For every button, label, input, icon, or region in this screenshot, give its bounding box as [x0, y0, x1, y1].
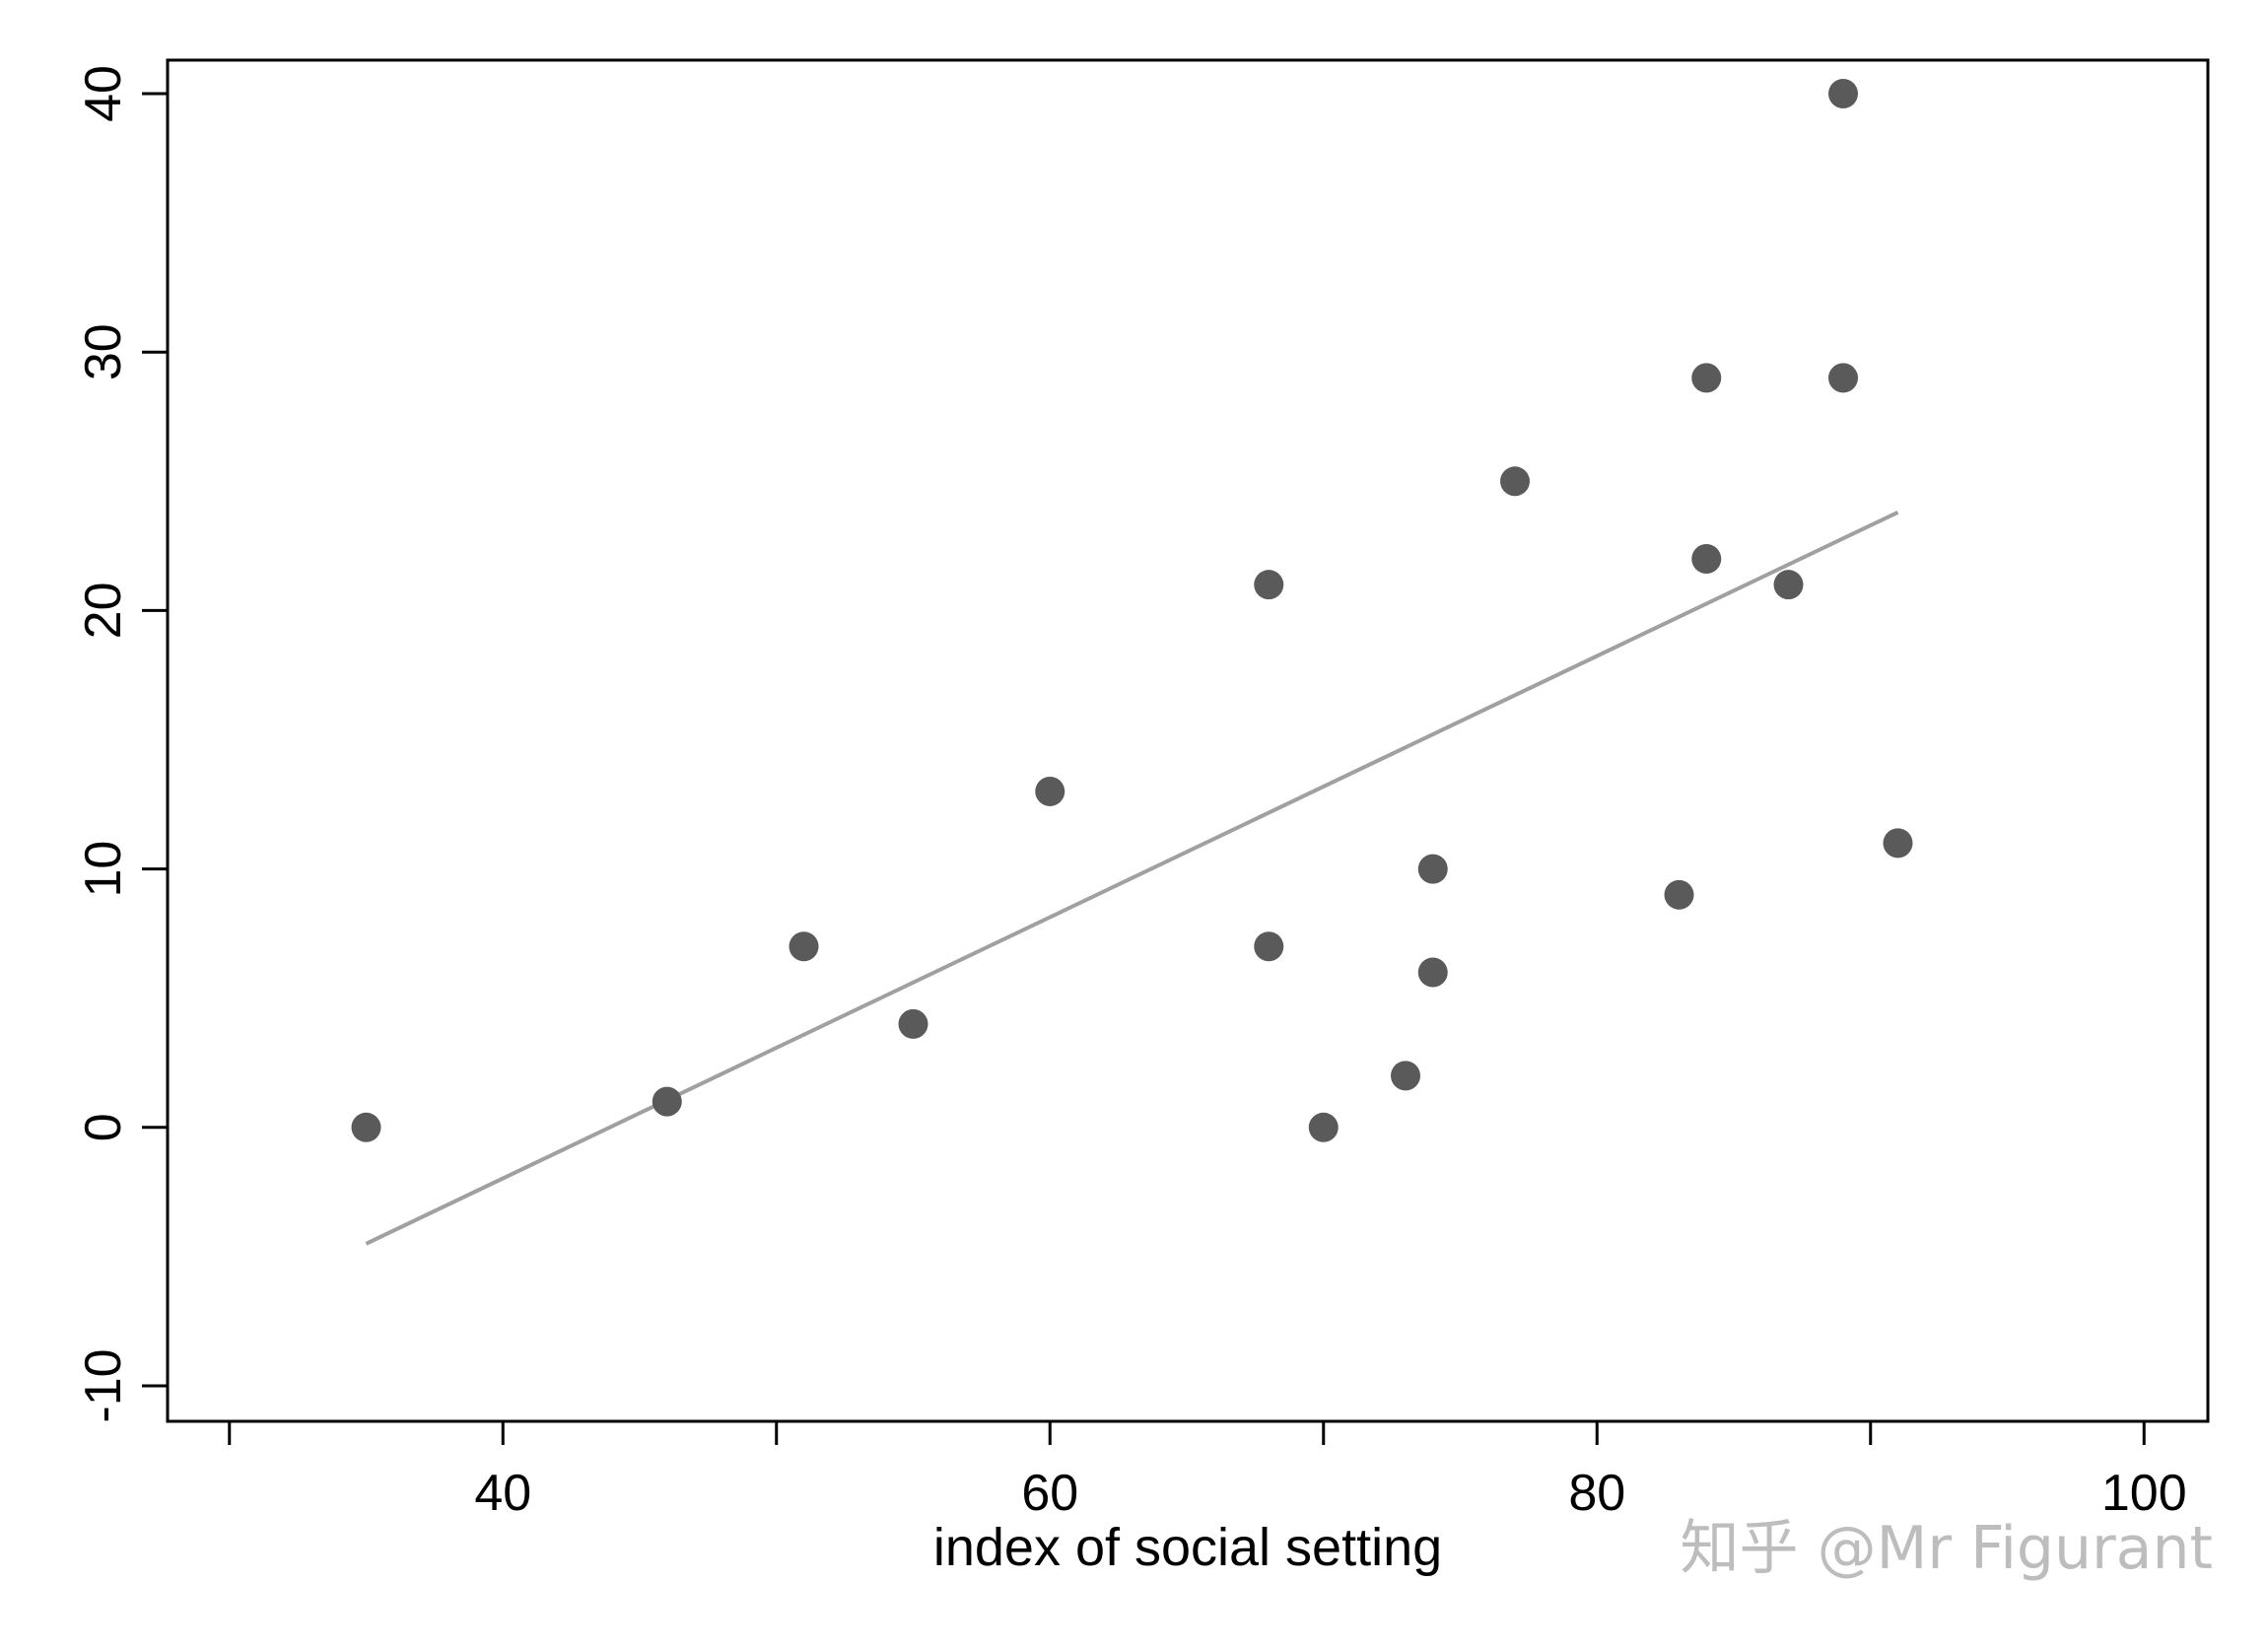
fit-line-layer [365, 510, 1899, 1246]
x-axis: 40 60 80 100 [228, 1421, 2187, 1522]
y-tick-label: -10 [75, 1348, 132, 1422]
x-axis-title: index of social setting [933, 1518, 1442, 1577]
x-tick-label: 40 [474, 1465, 531, 1522]
fit-line [365, 510, 1899, 1246]
scatter-point [1691, 543, 1722, 574]
watermark-text: 知乎 @Mr Figurant [1681, 1514, 2214, 1583]
scatter-point [1254, 931, 1284, 962]
y-tick-label: 0 [75, 1113, 132, 1141]
x-tick-label: 100 [2101, 1465, 2187, 1522]
x-tick-label: 60 [1021, 1465, 1078, 1522]
scatter-point [652, 1086, 682, 1117]
y-tick-label: 20 [75, 582, 132, 639]
scatter-point [1254, 570, 1284, 600]
scatter-point [1391, 1061, 1420, 1091]
plot-frame [166, 58, 2210, 1423]
scatter-point [1035, 776, 1065, 806]
scatter-point [1417, 854, 1448, 884]
scatter-point [1773, 570, 1804, 600]
scatter-point [1691, 363, 1722, 393]
y-axis: -10 0 10 20 30 40 [75, 65, 168, 1423]
y-tick-label: 30 [75, 323, 132, 380]
scatter-point [789, 931, 819, 962]
scatter-point [1308, 1112, 1339, 1142]
scatter-point [1417, 957, 1448, 988]
scatter-point [351, 1112, 381, 1142]
scatter-point [1500, 466, 1530, 497]
y-tick-label: 40 [75, 65, 132, 122]
scatter-point [1828, 79, 1858, 108]
scatter-point [1883, 828, 1913, 859]
scatter-point [1828, 363, 1858, 393]
scatter-point [1664, 879, 1694, 910]
scatter-point [898, 1008, 928, 1039]
y-tick-label: 10 [75, 841, 132, 898]
x-tick-label: 80 [1568, 1465, 1625, 1522]
points-layer [351, 79, 1913, 1142]
